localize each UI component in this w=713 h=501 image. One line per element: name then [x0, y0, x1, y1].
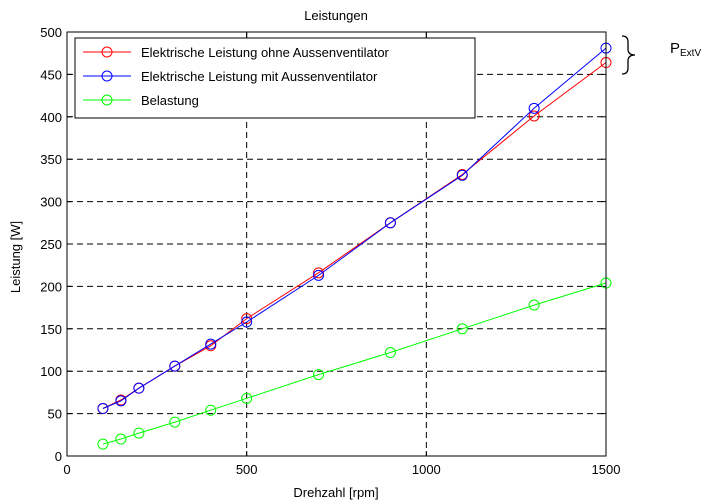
y-tick-label: 200 [40, 279, 62, 294]
annotation-pextv: PExtV [670, 40, 701, 59]
series-line-3 [102, 282, 607, 445]
series-point-2 [97, 403, 109, 415]
series-point-3 [205, 404, 217, 416]
y-tick-label: 450 [40, 67, 62, 82]
legend-marker-1 [101, 46, 113, 58]
series-point-3 [133, 427, 145, 439]
y-axis-label: Leistung [W] [8, 221, 23, 293]
series-line-2 [102, 47, 607, 409]
y-tick-label: 100 [40, 364, 62, 379]
series-point-1 [528, 110, 540, 122]
series-point-2 [384, 217, 396, 229]
series-point-2 [528, 102, 540, 114]
series-point-3 [169, 416, 181, 428]
y-tick-label: 250 [40, 237, 62, 252]
x-tick-label: 500 [236, 462, 258, 477]
y-tick-label: 150 [40, 322, 62, 337]
series-point-3 [456, 323, 468, 335]
legend-box [74, 37, 476, 119]
y-tick-label: 0 [55, 449, 62, 464]
series-point-3 [97, 438, 109, 450]
legend-label-3: Belastung [141, 93, 199, 108]
y-tick-label: 300 [40, 195, 62, 210]
series-point-2 [133, 382, 145, 394]
y-tick-label: 350 [40, 152, 62, 167]
series-point-2 [456, 169, 468, 181]
annotation-sub: ExtV [680, 48, 702, 59]
series-point-3 [241, 392, 253, 404]
series-point-2 [241, 316, 253, 328]
series-point-3 [115, 433, 127, 445]
x-axis-label: Drehzahl [rpm] [293, 485, 378, 500]
series-point-1 [313, 267, 325, 279]
x-tick-label: 1500 [592, 462, 621, 477]
series-point-3 [313, 369, 325, 381]
series-point-2 [169, 360, 181, 372]
x-tick-label: 1000 [412, 462, 441, 477]
series-point-2 [115, 395, 127, 407]
series-point-2 [205, 338, 217, 350]
brace-icon [621, 35, 636, 75]
y-tick-label: 50 [48, 407, 62, 422]
x-tick-label: 0 [63, 462, 70, 477]
plot-area: 0 500 1000 1500 0 50 100 150 200 250 300 350 400 450 5… [40, 25, 620, 477]
legend-marker-3 [101, 94, 113, 106]
legend-marker-2 [101, 70, 113, 82]
legend-label-2: Elektrische Leistung mit Aussenventilato… [141, 69, 378, 84]
series-point-2 [313, 269, 325, 281]
axes-box [66, 31, 607, 457]
annotation-main: P [670, 40, 681, 57]
y-tick-label: 400 [40, 110, 62, 125]
y-tick-label: 500 [40, 25, 62, 40]
legend-label-1: Elektrische Leistung ohne Aussenventilat… [141, 45, 390, 60]
series-point-3 [384, 347, 396, 359]
chart-title: Leistungen [304, 8, 368, 23]
series-point-3 [528, 299, 540, 311]
